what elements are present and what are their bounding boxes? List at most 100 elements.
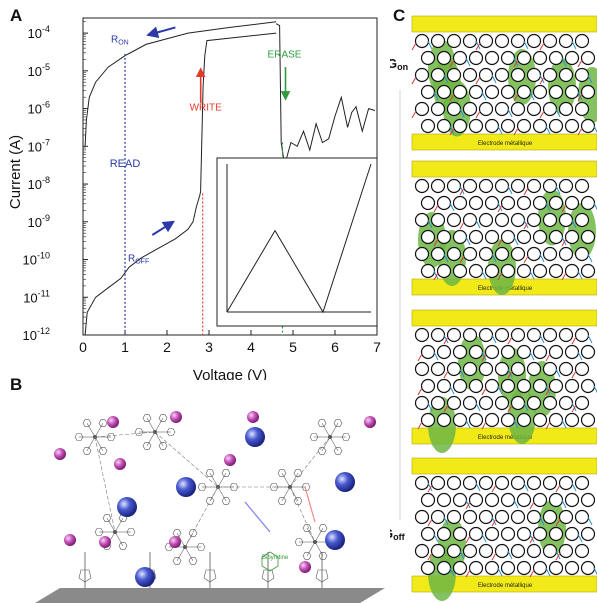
sweep-down-arrow (148, 27, 175, 35)
linker-red (524, 256, 528, 263)
molecule-site (544, 69, 557, 82)
molecule-site (464, 511, 477, 524)
molecule-site (550, 494, 563, 507)
molecule-site (496, 545, 509, 558)
molecule-site (544, 214, 557, 227)
r-on-label: RON (111, 35, 129, 47)
molecule-site (566, 231, 579, 244)
molecule-site (576, 511, 589, 524)
linker-red (556, 485, 560, 492)
molecule-site (416, 69, 429, 82)
molecule-site (422, 197, 435, 210)
coordination-bond (315, 542, 323, 556)
molecule-site (534, 346, 547, 359)
linker-red (418, 388, 422, 395)
molecule-site (502, 86, 515, 99)
molecule-site (486, 528, 499, 541)
molecule-site (582, 197, 595, 210)
molecule-site (448, 511, 461, 524)
molecule-site (464, 329, 477, 342)
molecule-site (518, 562, 531, 575)
electrode-label: Electrode métallique (478, 141, 533, 147)
molecule-site (454, 120, 467, 133)
molecule-site (512, 545, 525, 558)
bridging-linker (290, 437, 330, 487)
molecule-site (560, 180, 573, 193)
molecule-site (438, 265, 451, 278)
molecule-site (464, 545, 477, 558)
molecule-site (550, 52, 563, 65)
molecule-site (576, 103, 589, 116)
molecule-site (448, 545, 461, 558)
molecule-site (518, 231, 531, 244)
molecule-site (544, 511, 557, 524)
molecule-site (448, 397, 461, 410)
molecule-site (576, 214, 589, 227)
molecule-site (502, 494, 515, 507)
molecule-site (470, 414, 483, 427)
linker-red (524, 188, 528, 195)
coordination-bond (282, 473, 290, 487)
molecule-site (576, 363, 589, 376)
coordination-bond (147, 418, 155, 432)
counter-ion-small (54, 448, 66, 460)
counter-ion-small (364, 416, 376, 428)
molecule-site (566, 346, 579, 359)
counter-ion-large (335, 472, 355, 492)
molecule-site (534, 494, 547, 507)
molecule-site (432, 397, 445, 410)
molecule-site (582, 231, 595, 244)
molecule-site (448, 329, 461, 342)
x-tick-label: 5 (289, 339, 297, 355)
x-tick-label: 3 (205, 339, 213, 355)
molecule-site (518, 380, 531, 393)
molecule-site (544, 397, 557, 410)
bridging-linker (290, 487, 315, 542)
iv-chart: 0 1 2 3 4 5 6 710-410-510-610-710-810-910-1010-… (0, 0, 390, 380)
molecule-site (550, 528, 563, 541)
coordination-bond (330, 423, 338, 437)
counter-ion-small (107, 416, 119, 428)
molecule-site (454, 265, 467, 278)
molecule-site (480, 397, 493, 410)
coordination-bond (307, 528, 315, 542)
molecule-site (582, 346, 595, 359)
molecule-site (470, 265, 483, 278)
linker-red (572, 371, 576, 378)
molecule-site (486, 120, 499, 133)
linker-red (466, 536, 470, 543)
molecule-site (566, 380, 579, 393)
molecule-site (566, 52, 579, 65)
coordination-bond (290, 473, 298, 487)
molecule-site (496, 477, 509, 490)
molecule-site (496, 248, 509, 261)
coordination-bond (307, 542, 315, 556)
linker-red (492, 485, 496, 492)
y-axis-label: Current (A) (7, 135, 24, 209)
molecule-site (560, 329, 573, 342)
linker-red (508, 337, 512, 344)
molecule-site (470, 197, 483, 210)
molecule-site (448, 214, 461, 227)
molecule-site (560, 69, 573, 82)
molecule-site (560, 477, 573, 490)
molecule-site (486, 414, 499, 427)
molecule-site (534, 265, 547, 278)
coordination-bond (218, 487, 226, 501)
linker-red (476, 77, 480, 84)
coordination-bond (282, 487, 290, 501)
molecule-site (470, 120, 483, 133)
molecule-site (518, 494, 531, 507)
bridging-linker (95, 432, 155, 437)
substrate-surface (35, 588, 385, 603)
inset-frame (217, 158, 377, 326)
molecule-site (486, 52, 499, 65)
molecule-site (496, 329, 509, 342)
molecule-site (416, 180, 429, 193)
molecule-site (422, 380, 435, 393)
molecule-site (576, 180, 589, 193)
molecule-site (416, 363, 429, 376)
linker-red (572, 337, 576, 344)
counter-ion-small (114, 458, 126, 470)
write-label: WRITE (190, 102, 223, 113)
